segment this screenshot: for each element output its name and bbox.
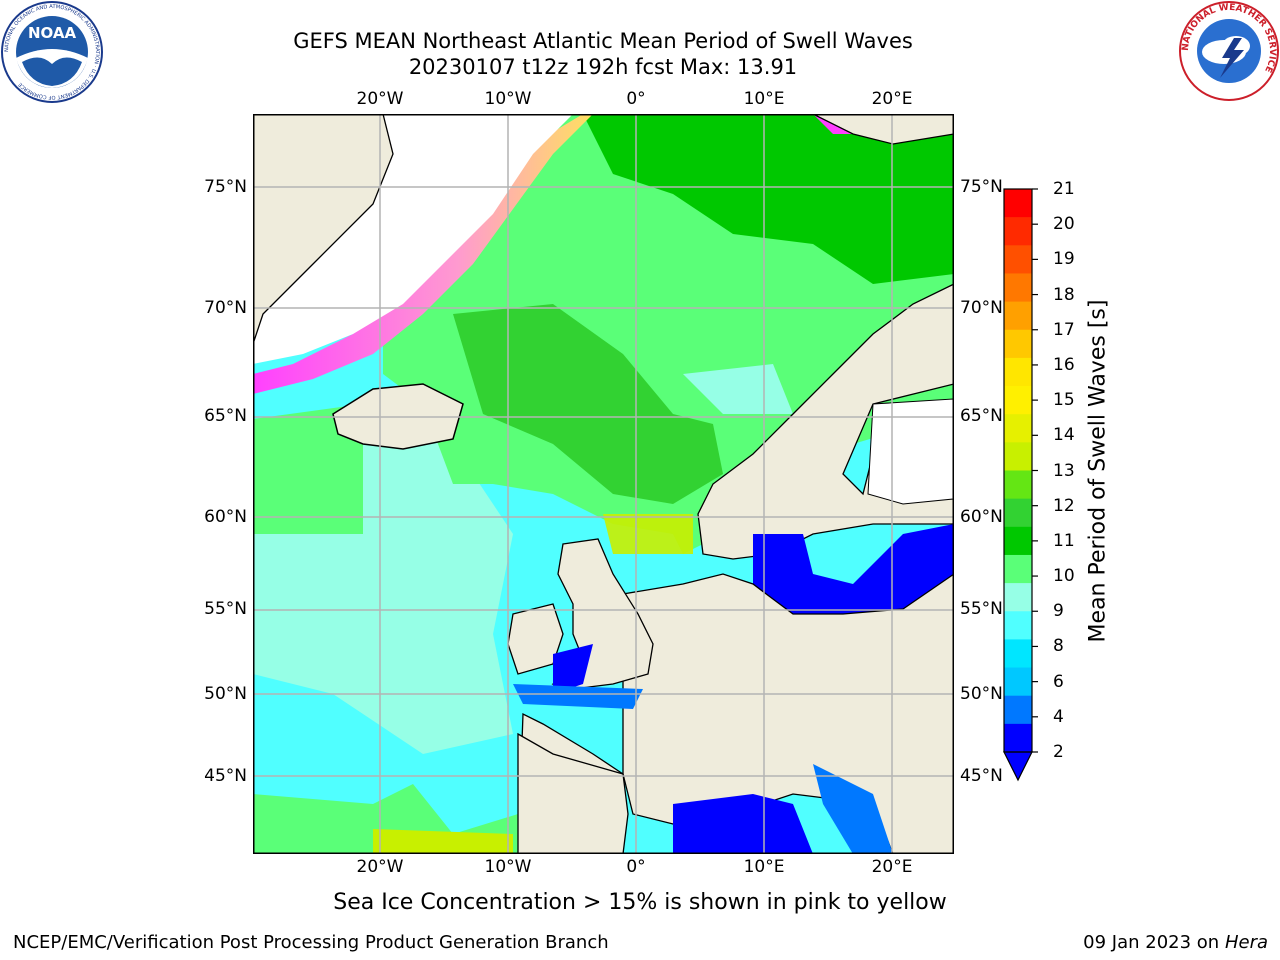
baltic-sea (753, 524, 954, 614)
swell-zone-norway-light (683, 364, 793, 414)
colorbar-bin (1004, 498, 1032, 528)
colorbar-extend-triangle (1003, 751, 1033, 782)
lat-label-right-70n: 70°N (960, 298, 1003, 318)
colorbar-tick-label: 21 (1053, 179, 1075, 199)
colorbar-tick-label: 9 (1053, 601, 1064, 622)
lat-label-right-55n: 55°N (960, 599, 1003, 619)
map-gridlines (253, 114, 954, 854)
english-channel (513, 684, 643, 709)
colorbar-bin (1004, 526, 1032, 556)
lon-label-top-20e: 20°E (871, 89, 913, 109)
lat-label-right-75n: 75°N (960, 177, 1003, 197)
colorbar-tick-label: 13 (1053, 460, 1075, 481)
adriatic-sea (813, 764, 893, 854)
lat-label-left-75n: 75°N (204, 177, 247, 197)
lat-label-left-65n: 65°N (204, 406, 247, 426)
colorbar-bin (1004, 329, 1032, 359)
footer-machine: Hera (1224, 932, 1268, 953)
colorbar-label: Mean Period of Swell Waves [s] (1085, 299, 1111, 643)
colorbar-bin (1004, 470, 1032, 500)
lat-label-left-60n: 60°N (204, 507, 247, 527)
colorbar-bin (1004, 273, 1032, 303)
colorbar-bin (1004, 357, 1032, 387)
bothnia-ice-area (867, 398, 954, 505)
lat-label-left-45n: 45°N (204, 766, 247, 786)
lat-label-left-55n: 55°N (204, 599, 247, 619)
colorbar-tick-label: 2 (1053, 742, 1064, 762)
lat-label-right-65n: 65°N (960, 406, 1003, 426)
lat-label-left-70n: 70°N (204, 298, 247, 318)
swell-zone-yellow-south (373, 829, 513, 854)
irish-sea (553, 644, 593, 694)
lat-label-right-50n: 50°N (960, 684, 1003, 704)
colorbar-tick-label: 10 (1053, 566, 1075, 587)
colorbar-tick-label: 6 (1053, 671, 1064, 692)
colorbar-tick-label: 4 (1053, 706, 1064, 727)
lat-label-left-50n: 50°N (204, 684, 247, 704)
colorbar-bin (1004, 386, 1032, 415)
colorbar-bin (1004, 189, 1032, 218)
colorbar-bin (1004, 583, 1032, 612)
colorbar-tick-label: 19 (1053, 249, 1075, 270)
lon-label-top-10w: 10°W (484, 89, 532, 109)
mediterranean-west (673, 794, 813, 854)
svalbard-land (812, 114, 954, 145)
colorbar (1003, 188, 1038, 782)
footer-date-text: 09 Jan 2023 on (1083, 932, 1225, 953)
colorbar-tick-label: 11 (1053, 530, 1075, 551)
colorbar-tick-label: 15 (1053, 390, 1075, 411)
map-panel (253, 114, 954, 854)
noaa-logo-text: NOAA (28, 24, 77, 42)
lon-label-bottom-20w: 20°W (356, 857, 404, 877)
colorbar-bin (1004, 723, 1032, 753)
lon-label-bottom-10e: 10°E (743, 857, 785, 877)
lon-label-top-0: 0° (626, 89, 646, 109)
swell-zone-north-dark (583, 114, 954, 284)
colorbar-tick-label: 14 (1053, 425, 1075, 446)
footer-credit: NCEP/EMC/Verification Post Processing Pr… (13, 932, 609, 953)
colorbar-tick-label: 12 (1053, 495, 1075, 516)
colorbar-bin (1004, 301, 1032, 331)
colorbar-tick-label: 17 (1053, 319, 1075, 340)
colorbar-bin (1004, 442, 1032, 471)
map-title: GEFS MEAN Northeast Atlantic Mean Period… (293, 29, 913, 53)
iberia-land (517, 732, 629, 854)
lon-label-bottom-0: 0° (626, 857, 646, 877)
colorbar-tick-label: 20 (1053, 214, 1075, 235)
colorbar-bin (1004, 414, 1032, 443)
colorbar-tick-label: 16 (1053, 354, 1075, 375)
great-britain-land (551, 538, 654, 690)
nws-logo: NATIONAL WEATHER SERVICE (1179, 1, 1279, 101)
colorbar-bin (1004, 667, 1032, 697)
lon-label-top-10e: 10°E (743, 89, 785, 109)
lat-label-right-45n: 45°N (960, 766, 1003, 786)
colorbar-bin (1004, 695, 1032, 725)
lon-label-top-20w: 20°W (356, 89, 404, 109)
colorbar-bin (1004, 554, 1032, 584)
lat-label-right-60n: 60°N (960, 507, 1003, 527)
sea-ice-note: Sea Ice Concentration > 15% is shown in … (333, 890, 947, 915)
colorbar-tick-label: 18 (1053, 284, 1075, 305)
colorbar-bin (1004, 245, 1032, 274)
colorbar-tick-label: 8 (1053, 636, 1064, 657)
swell-zone-central (453, 304, 723, 504)
swell-zone-north-sea-yellow (603, 514, 693, 554)
noaa-logo: NOAA NATIONAL OCEANIC AND ATMOSPHERIC AD… (1, 1, 103, 103)
colorbar-bin (1004, 217, 1032, 246)
swell-zone-green-west (253, 404, 363, 534)
lon-label-bottom-10w: 10°W (484, 857, 532, 877)
colorbar-bin (1004, 611, 1032, 640)
footer-date: 09 Jan 2023 on Hera (1083, 932, 1268, 953)
lon-label-bottom-20e: 20°E (871, 857, 913, 877)
colorbar-bin (1004, 639, 1032, 669)
map-subtitle: 20230107 t12z 192h fcst Max: 13.91 (408, 55, 798, 79)
greenland-land (253, 114, 394, 345)
map-border (253, 114, 954, 854)
